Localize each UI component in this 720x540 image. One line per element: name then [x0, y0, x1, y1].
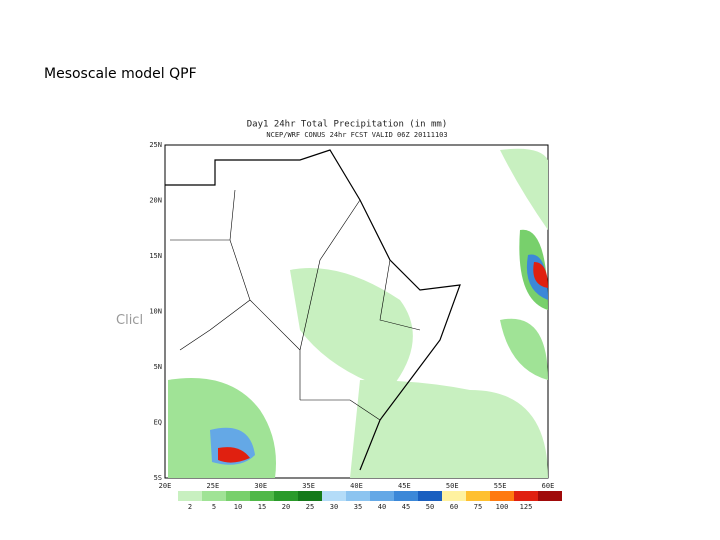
- lat-label: 25N: [149, 141, 162, 149]
- colorbar-box: [370, 491, 394, 501]
- colorbar-box: [466, 491, 490, 501]
- lon-label: 45E: [398, 482, 411, 490]
- colorbar-label: 20: [282, 503, 290, 511]
- map-area: [164, 144, 549, 479]
- colorbar-label: 25: [306, 503, 314, 511]
- colorbar-box: [298, 491, 322, 501]
- colorbar-label: 50: [426, 503, 434, 511]
- colorbar-box: [226, 491, 250, 501]
- lon-label: 35E: [302, 482, 315, 490]
- lon-label: 60E: [542, 482, 555, 490]
- lon-label: 30E: [254, 482, 267, 490]
- colorbar-label: 35: [354, 503, 362, 511]
- colorbar-label: 15: [258, 503, 266, 511]
- colorbar-label: 2: [188, 503, 192, 511]
- lat-label: 20N: [149, 197, 162, 205]
- colorbar-box: [202, 491, 226, 501]
- colorbar-label: 45: [402, 503, 410, 511]
- lat-label: EQ: [154, 419, 162, 427]
- colorbar-box: [490, 491, 514, 501]
- colorbar-box: [274, 491, 298, 501]
- colorbar-box: [178, 491, 202, 501]
- colorbar-label: 30: [330, 503, 338, 511]
- map-subtitle: NCEP/WRF CONUS 24hr FCST VALID 06Z 20111…: [266, 131, 447, 139]
- lat-label: 5N: [154, 363, 162, 371]
- colorbar-box: [346, 491, 370, 501]
- colorbar-box: [442, 491, 466, 501]
- lat-label: 15N: [149, 252, 162, 260]
- colorbar-box: [394, 491, 418, 501]
- colorbar-label: 10: [234, 503, 242, 511]
- colorbar-box: [418, 491, 442, 501]
- lon-label: 25E: [207, 482, 220, 490]
- map-title: Day1 24hr Total Precipitation (in mm): [247, 120, 447, 130]
- colorbar-box: [538, 491, 562, 501]
- lon-label: 50E: [446, 482, 459, 490]
- lon-label: 55E: [494, 482, 507, 490]
- colorbar-label: 60: [450, 503, 458, 511]
- colorbar-label: 75: [474, 503, 482, 511]
- colorbar-label: 125: [520, 503, 533, 511]
- lon-label: 40E: [350, 482, 363, 490]
- lon-label: 20E: [159, 482, 172, 490]
- slide-title: Mesoscale model QPF: [44, 66, 197, 82]
- colorbar-label: 40: [378, 503, 386, 511]
- colorbar-box: [514, 491, 538, 501]
- lat-label: 10N: [149, 308, 162, 316]
- colorbar-box: [322, 491, 346, 501]
- colorbar-label: 5: [212, 503, 216, 511]
- lat-label: 5S: [154, 474, 162, 482]
- colorbar-box: [250, 491, 274, 501]
- side-text: Clicl: [116, 313, 144, 328]
- colorbar-label: 100: [496, 503, 509, 511]
